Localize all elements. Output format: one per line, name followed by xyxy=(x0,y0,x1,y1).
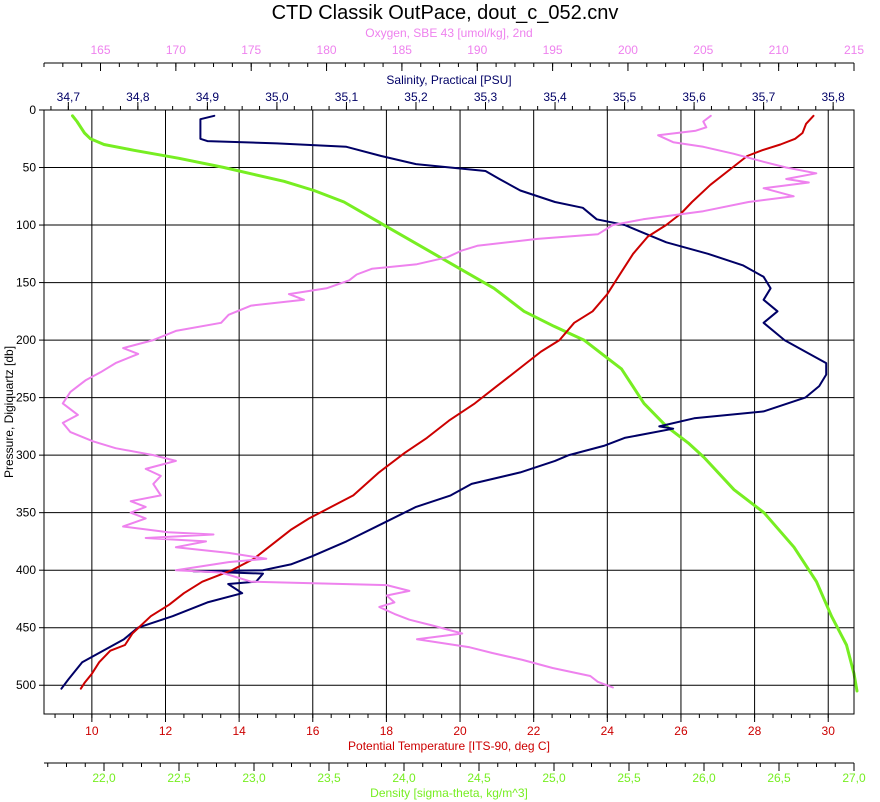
temperature-tick-label: 24 xyxy=(601,724,615,738)
density-tick-label: 27,0 xyxy=(842,771,866,785)
y-tick-label: 150 xyxy=(16,276,36,290)
y-tick-label: 250 xyxy=(16,391,36,405)
salinity-tick-label: 34,8 xyxy=(126,90,150,104)
temperature-axis-label: Potential Temperature [ITS-90, deg C] xyxy=(348,739,550,753)
temperature-tick-label: 20 xyxy=(453,724,467,738)
oxygen-tick-label: 210 xyxy=(769,43,789,57)
temperature-tick-label: 22 xyxy=(527,724,541,738)
temperature-tick-label: 16 xyxy=(306,724,320,738)
oxygen-tick-label: 200 xyxy=(618,43,638,57)
y-tick-label: 200 xyxy=(16,333,36,347)
density-tick-label: 25,5 xyxy=(617,771,641,785)
density-tick-label: 22,0 xyxy=(92,771,116,785)
salinity-tick-label: 35,1 xyxy=(335,90,359,104)
oxygen-tick-label: 205 xyxy=(693,43,713,57)
salinity-tick-label: 34,7 xyxy=(57,90,81,104)
salinity-tick-label: 35,7 xyxy=(752,90,776,104)
oxygen-tick-label: 165 xyxy=(90,43,110,57)
y-tick-label: 350 xyxy=(16,506,36,520)
salinity-tick-label: 35,4 xyxy=(543,90,567,104)
chart-title: CTD Classik OutPace, dout_c_052.cnv xyxy=(272,2,619,24)
temperature-tick-label: 30 xyxy=(822,724,836,738)
salinity-tick-label: 35,6 xyxy=(682,90,706,104)
salinity-tick-label: 35,5 xyxy=(613,90,637,104)
density-tick-label: 26,5 xyxy=(767,771,791,785)
density-tick-label: 23,0 xyxy=(242,771,266,785)
density-tick-label: 22,5 xyxy=(167,771,191,785)
y-tick-label: 500 xyxy=(16,678,36,692)
salinity-tick-label: 35,8 xyxy=(821,90,845,104)
salinity-tick-label: 34,9 xyxy=(196,90,220,104)
oxygen-tick-label: 215 xyxy=(844,43,864,57)
salinity-tick-label: 35,0 xyxy=(265,90,289,104)
y-tick-label: 300 xyxy=(16,448,36,462)
oxygen-axis-label: Oxygen, SBE 43 [umol/kg], 2nd xyxy=(365,26,532,40)
density-tick-label: 24,0 xyxy=(392,771,416,785)
oxygen-series-line xyxy=(61,114,818,689)
oxygen-tick-label: 185 xyxy=(392,43,412,57)
oxygen-tick-label: 180 xyxy=(317,43,337,57)
oxygen-tick-label: 170 xyxy=(166,43,186,57)
y-tick-label: 450 xyxy=(16,621,36,635)
plot-frame xyxy=(43,109,855,715)
temperature-tick-label: 18 xyxy=(380,724,394,738)
y-tick-label: 100 xyxy=(16,218,36,232)
density-axis-label: Density [sigma-theta, kg/m^3] xyxy=(370,786,528,800)
grid-layer xyxy=(44,109,854,714)
axes-layer: 0 50 100 150 200 250 300 350 400 450 500 Pressure, … xyxy=(2,26,866,800)
salinity-axis-label: Salinity, Practical [PSU] xyxy=(386,73,511,87)
temperature-tick-label: 12 xyxy=(159,724,173,738)
salinity-tick-label: 35,2 xyxy=(404,90,428,104)
y-tick-label: 0 xyxy=(29,103,36,117)
y-tick-label: 400 xyxy=(16,563,36,577)
density-tick-label: 26,0 xyxy=(692,771,716,785)
series-layer xyxy=(60,114,859,693)
oxygen-tick-label: 175 xyxy=(241,43,261,57)
oxygen-tick-label: 190 xyxy=(467,43,487,57)
density-tick-label: 23,5 xyxy=(317,771,341,785)
density-tick-label: 24,5 xyxy=(467,771,491,785)
temperature-series-line xyxy=(79,114,815,690)
temperature-tick-label: 26 xyxy=(674,724,688,738)
y-axis-label: Pressure, Digiquartz [db] xyxy=(2,346,16,478)
temperature-tick-label: 14 xyxy=(232,724,246,738)
temperature-tick-label: 28 xyxy=(748,724,762,738)
y-tick-label: 50 xyxy=(23,161,37,175)
salinity-series-line xyxy=(60,114,828,690)
salinity-tick-label: 35,3 xyxy=(474,90,498,104)
density-tick-label: 25,0 xyxy=(542,771,566,785)
density-series-line xyxy=(71,114,859,693)
temperature-tick-label: 10 xyxy=(85,724,99,738)
oxygen-tick-label: 195 xyxy=(543,43,563,57)
